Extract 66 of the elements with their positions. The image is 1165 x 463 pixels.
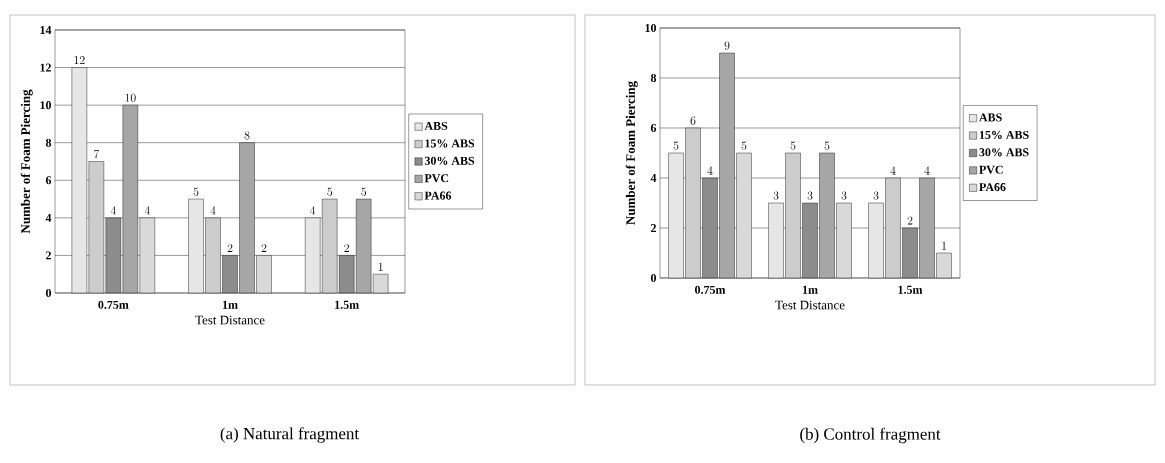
data-label: 4 xyxy=(310,206,316,215)
legend-label: ABS xyxy=(424,121,448,130)
y-tick-label: 0 xyxy=(45,288,52,298)
y-tick-label: 12 xyxy=(40,63,51,72)
legend-label: 15% ABS xyxy=(425,139,475,148)
legend-label: PA66 xyxy=(979,183,1006,192)
x-tick-label: 1.5m xyxy=(898,285,923,294)
legend-label: ABS xyxy=(979,113,1002,122)
data-label: 2 xyxy=(344,243,350,252)
data-label: 3 xyxy=(841,191,847,200)
y-tick-label: 8 xyxy=(650,73,657,83)
data-label: 4 xyxy=(110,206,116,215)
data-label: 5 xyxy=(790,141,796,150)
data-label: 2 xyxy=(907,216,913,225)
data-label: 7 xyxy=(94,149,100,159)
data-label: 4 xyxy=(924,166,930,175)
legend-label: PVC xyxy=(979,165,1003,174)
data-label: 1 xyxy=(942,241,946,250)
x-axis-title: Test Distance xyxy=(775,300,845,310)
data-label: 6 xyxy=(690,116,696,125)
data-label: 5 xyxy=(673,141,679,150)
data-label: 1 xyxy=(378,262,383,271)
data-label: 3 xyxy=(873,191,879,200)
data-label: 12 xyxy=(74,56,85,65)
text: (a) Natural fragment xyxy=(220,427,360,443)
y-axis-title: Number of Foam Piercing xyxy=(20,89,33,234)
y-tick-label: 6 xyxy=(650,123,657,132)
data-label: 5 xyxy=(824,141,830,150)
x-tick-label: 0.75m xyxy=(98,300,129,309)
data-label: 10 xyxy=(125,93,136,102)
data-label: 3 xyxy=(807,191,813,200)
y-tick-label: 4 xyxy=(650,174,657,182)
y-tick-label: 4 xyxy=(45,213,52,222)
data-label: 4 xyxy=(707,166,713,175)
data-label: 4 xyxy=(890,166,896,175)
data-label: 3 xyxy=(773,191,779,200)
data-label: 5 xyxy=(193,187,199,196)
y-tick-label: 8 xyxy=(45,138,52,147)
x-tick-label: 0.75m xyxy=(695,285,726,294)
data-label: 4 xyxy=(144,206,150,215)
y-tick-label: 2 xyxy=(651,224,656,232)
data-label: 2 xyxy=(261,243,267,252)
text: (b) Control fragment xyxy=(800,427,941,444)
legend-label: 15% ABS xyxy=(979,130,1029,139)
data-label: 5 xyxy=(741,141,747,150)
x-axis-title: Test Distance xyxy=(195,315,265,325)
data-label: 9 xyxy=(724,41,730,50)
y-tick-label: 14 xyxy=(40,26,52,34)
data-label: 2 xyxy=(227,243,233,252)
y-axis-title: Number of Foam Piercing xyxy=(625,81,638,225)
data-label: 5 xyxy=(361,187,367,196)
legend-label: 30% ABS xyxy=(424,156,475,165)
legend-label: PVC xyxy=(424,174,449,183)
y-tick-label: 6 xyxy=(45,176,52,185)
x-tick-label: 1.5m xyxy=(335,300,359,309)
y-tick-label: 10 xyxy=(40,101,52,110)
y-tick-label: 10 xyxy=(645,23,657,33)
legend-label: 30% ABS xyxy=(979,148,1029,157)
data-label: 8 xyxy=(244,131,250,140)
y-tick-label: 2 xyxy=(46,251,51,260)
legend-label: PA66 xyxy=(424,191,452,200)
data-label: 5 xyxy=(327,187,333,196)
y-tick-label: 0 xyxy=(650,273,657,283)
x-tick-label: 1m xyxy=(223,300,238,309)
x-tick-label: 1m xyxy=(803,285,818,294)
data-label: 4 xyxy=(210,206,216,215)
